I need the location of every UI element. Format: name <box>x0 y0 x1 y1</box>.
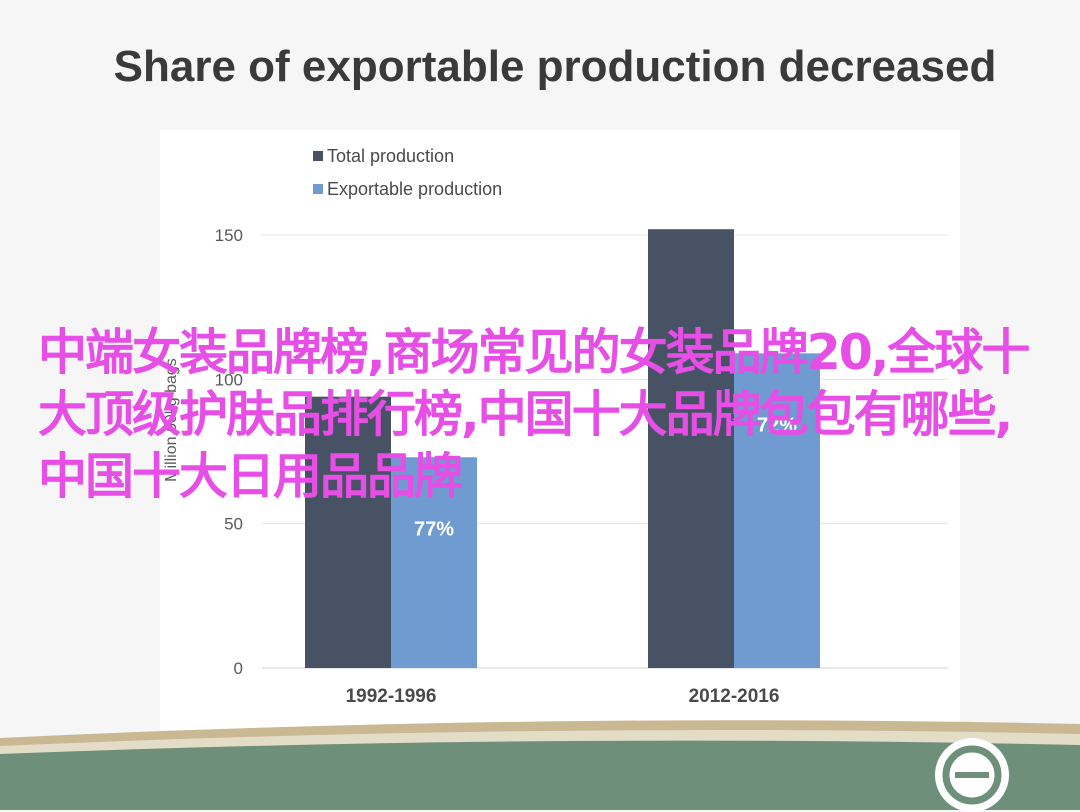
y-tick-label: 50 <box>224 515 243 534</box>
overlay-watermark-text: 中端女装品牌榜,商场常见的女装品牌20,全球十大顶级护肤品排行榜,中国十大品牌包… <box>38 324 1030 505</box>
bars: 77% 72% <box>305 229 820 668</box>
legend-swatch <box>313 151 323 161</box>
legend-label: Exportable production <box>327 179 502 199</box>
bar-0-0 <box>305 396 391 668</box>
legend-label: Total production <box>327 146 454 166</box>
bar-0-1 <box>648 229 734 668</box>
chart-title: Share of exportable production decreased <box>113 42 997 91</box>
y-tick-label: 0 <box>234 659 243 678</box>
y-tick-label: 150 <box>215 226 243 245</box>
bar-data-label: 72% <box>757 414 797 436</box>
bar-1-0 <box>391 457 477 668</box>
y-axis-label: Million 60kg bags <box>163 358 180 482</box>
circle-bar-logo-icon <box>935 738 1009 812</box>
footer-green-band <box>0 740 1080 810</box>
legend-swatch <box>313 184 323 194</box>
y-axis-ticks: 0 50 100 150 <box>215 226 243 678</box>
bar-1-1 <box>734 353 820 668</box>
legend: Total production Exportable production <box>313 146 502 199</box>
bar-data-label: 77% <box>414 518 454 540</box>
x-tick-label: 2012-2016 <box>689 686 780 707</box>
x-axis-ticks: 1992-1996 2012-2016 <box>346 686 780 707</box>
x-tick-label: 1992-1996 <box>346 686 437 707</box>
plot-area <box>160 130 960 730</box>
y-tick-label: 100 <box>215 370 243 389</box>
